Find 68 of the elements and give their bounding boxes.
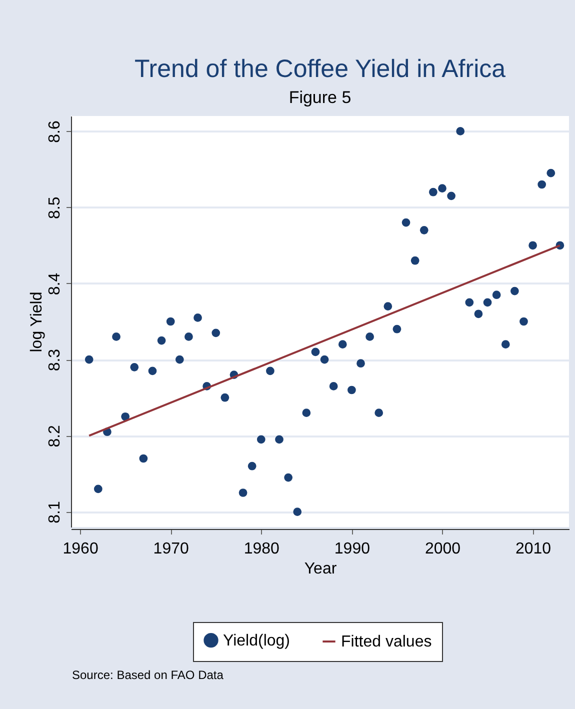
source-note: Source: Based on FAO Data <box>72 668 224 682</box>
x-tick-label: 1960 <box>62 540 98 558</box>
legend-label: Yield(log) <box>223 632 290 650</box>
point <box>366 332 374 341</box>
point <box>112 332 120 341</box>
point <box>238 488 248 497</box>
point <box>220 393 230 402</box>
point <box>148 366 157 376</box>
point <box>194 314 202 322</box>
y-tick-label: 8.2 <box>46 424 64 448</box>
point <box>256 435 266 444</box>
x-axis-title: Year <box>304 560 338 578</box>
point <box>338 340 347 349</box>
point <box>356 359 365 368</box>
point <box>402 218 410 227</box>
y-tick-label: 8.1 <box>46 501 64 524</box>
point <box>520 317 528 326</box>
point <box>510 286 519 296</box>
point <box>392 324 402 334</box>
point <box>284 473 292 482</box>
point <box>329 382 338 390</box>
point <box>84 355 94 364</box>
point <box>474 310 483 318</box>
point <box>311 348 320 356</box>
point <box>546 168 556 178</box>
point <box>348 386 356 394</box>
y-tick-label: 8.3 <box>46 348 64 372</box>
point <box>139 454 148 463</box>
point <box>320 355 329 364</box>
point <box>130 362 139 372</box>
point <box>166 317 175 326</box>
point <box>483 298 492 307</box>
point <box>384 302 392 310</box>
x-tick-label: 1970 <box>153 540 189 558</box>
point <box>420 226 428 234</box>
chart-subtitle: Figure 5 <box>288 88 352 107</box>
point <box>248 462 256 470</box>
point <box>275 435 284 444</box>
legend-label: Fitted values <box>341 634 432 650</box>
x-tick-label: 2010 <box>515 540 552 558</box>
point <box>492 290 501 300</box>
point <box>157 336 166 345</box>
y-axis-title: log Yield <box>28 292 46 352</box>
point <box>429 188 438 196</box>
point <box>456 127 465 136</box>
point <box>94 484 102 494</box>
point <box>465 298 474 307</box>
point <box>121 412 130 421</box>
point <box>538 180 546 189</box>
point <box>184 332 193 341</box>
y-tick-label: 8.6 <box>46 120 64 143</box>
point <box>528 241 537 250</box>
point <box>438 184 446 192</box>
point <box>212 328 220 338</box>
point <box>302 408 311 418</box>
point <box>175 355 184 364</box>
y-tick-label: 8.5 <box>46 196 64 219</box>
point <box>374 408 384 418</box>
point <box>410 256 420 265</box>
chart-title: Trend of the Coffee Yield in Africa <box>134 55 506 83</box>
point <box>266 366 274 376</box>
point <box>501 340 510 349</box>
x-tick-label: 2000 <box>424 540 461 558</box>
x-tick-label: 1990 <box>334 540 370 558</box>
y-tick-label: 8.4 <box>46 272 64 296</box>
point <box>447 192 456 200</box>
x-tick-label: 1980 <box>244 540 280 558</box>
point <box>293 508 302 516</box>
